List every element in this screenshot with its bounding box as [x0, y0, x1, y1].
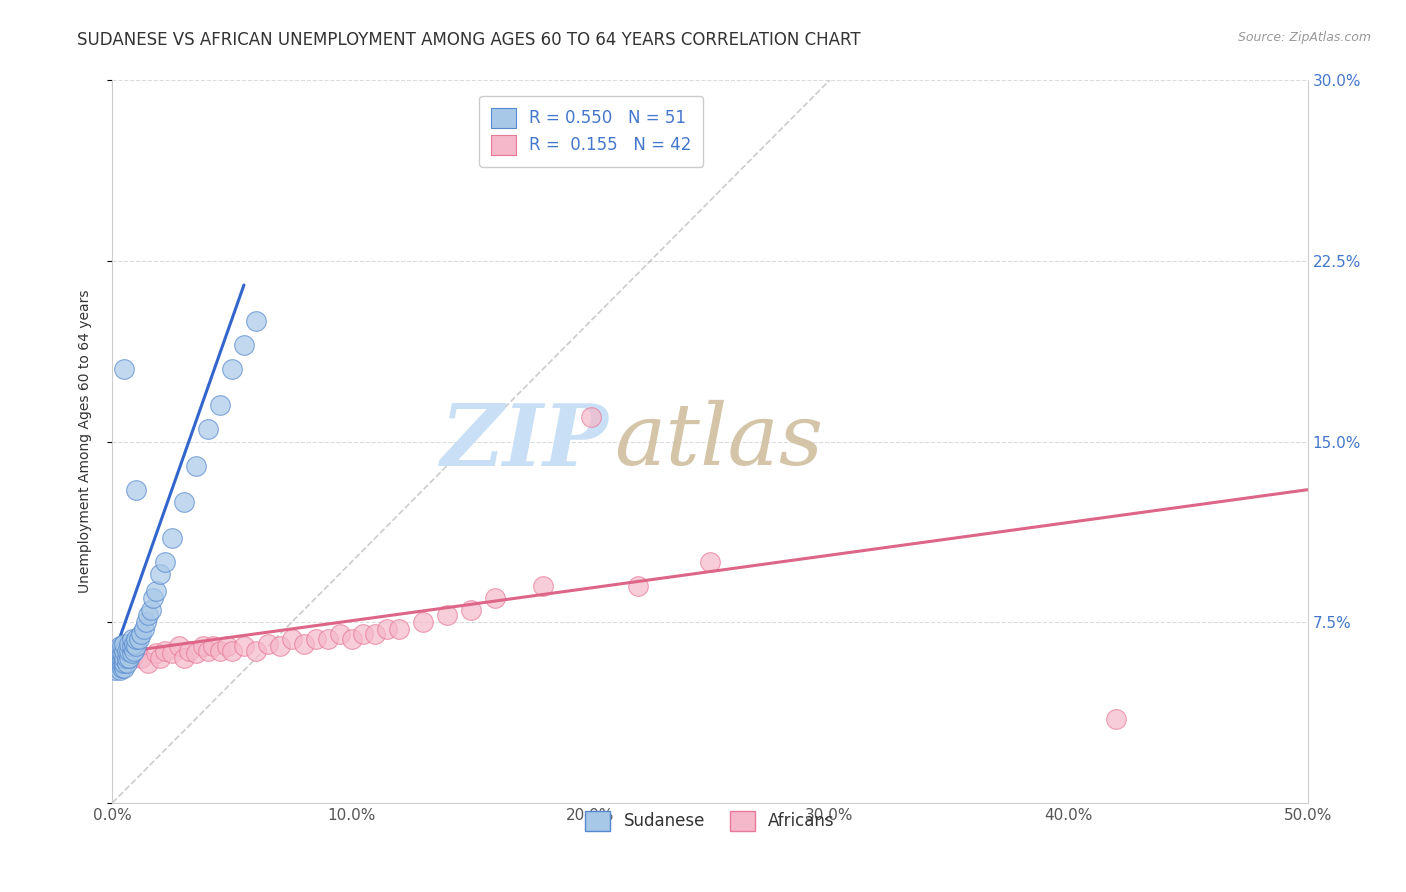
Point: [138, 607, 160, 622]
Point: [627, 579, 650, 593]
Point: [209, 644, 232, 658]
Point: [436, 607, 458, 622]
Point: [114, 651, 135, 665]
Point: [115, 656, 138, 670]
Point: [122, 644, 145, 658]
Point: [245, 644, 267, 658]
Text: SUDANESE VS AFRICAN UNEMPLOYMENT AMONG AGES 60 TO 64 YEARS CORRELATION CHART: SUDANESE VS AFRICAN UNEMPLOYMENT AMONG A…: [77, 31, 860, 49]
Point: [121, 647, 143, 661]
Point: [114, 362, 135, 376]
Point: [128, 632, 150, 646]
Point: [245, 314, 267, 328]
Point: [201, 639, 224, 653]
Point: [115, 644, 138, 658]
Point: [233, 338, 256, 352]
Point: [1105, 712, 1128, 726]
Point: [108, 656, 131, 670]
Point: [111, 651, 134, 665]
Point: [121, 632, 143, 646]
Point: [197, 422, 219, 436]
Point: [145, 583, 167, 598]
Point: [153, 555, 176, 569]
Y-axis label: Unemployment Among Ages 60 to 64 years: Unemployment Among Ages 60 to 64 years: [77, 290, 91, 593]
Point: [412, 615, 434, 630]
Point: [125, 632, 148, 646]
Point: [460, 603, 482, 617]
Point: [177, 644, 200, 658]
Point: [149, 651, 172, 665]
Point: [209, 398, 232, 412]
Point: [129, 651, 152, 665]
Point: [114, 661, 135, 675]
Point: [579, 410, 602, 425]
Text: atlas: atlas: [614, 401, 824, 483]
Point: [197, 644, 219, 658]
Point: [364, 627, 387, 641]
Point: [138, 656, 160, 670]
Point: [132, 623, 155, 637]
Point: [169, 639, 191, 653]
Point: [292, 637, 315, 651]
Point: [305, 632, 328, 646]
Point: [111, 661, 134, 675]
Point: [121, 639, 143, 653]
Point: [377, 623, 399, 637]
Point: [388, 623, 411, 637]
Point: [269, 639, 291, 653]
Point: [104, 664, 127, 678]
Point: [115, 651, 138, 665]
Point: [162, 531, 183, 545]
Point: [122, 637, 145, 651]
Point: [105, 656, 128, 670]
Point: [173, 651, 195, 665]
Point: [149, 567, 172, 582]
Point: [114, 656, 135, 670]
Point: [699, 555, 721, 569]
Point: [129, 627, 152, 641]
Point: [352, 627, 374, 641]
Point: [162, 647, 183, 661]
Point: [121, 651, 143, 665]
Point: [125, 639, 148, 653]
Point: [145, 647, 167, 661]
Point: [531, 579, 554, 593]
Text: Source: ZipAtlas.com: Source: ZipAtlas.com: [1237, 31, 1371, 45]
Point: [108, 664, 131, 678]
Point: [108, 651, 131, 665]
Point: [118, 651, 141, 665]
Point: [105, 651, 128, 665]
Point: [173, 494, 195, 508]
Point: [108, 639, 131, 653]
Point: [114, 644, 135, 658]
Point: [111, 656, 134, 670]
Point: [217, 639, 239, 653]
Point: [118, 637, 141, 651]
Text: ZIP: ZIP: [440, 400, 609, 483]
Point: [193, 639, 215, 653]
Legend: Sudanese, Africans: Sudanese, Africans: [578, 805, 842, 838]
Point: [186, 458, 208, 473]
Point: [111, 647, 134, 661]
Point: [281, 632, 304, 646]
Point: [233, 639, 256, 653]
Point: [108, 647, 131, 661]
Point: [221, 362, 243, 376]
Point: [340, 632, 363, 646]
Point: [186, 647, 208, 661]
Point: [111, 639, 134, 653]
Point: [329, 627, 352, 641]
Point: [114, 656, 135, 670]
Point: [142, 591, 165, 605]
Point: [139, 603, 162, 617]
Point: [114, 637, 135, 651]
Point: [125, 647, 148, 661]
Point: [316, 632, 339, 646]
Point: [153, 644, 176, 658]
Point: [118, 644, 141, 658]
Point: [257, 637, 280, 651]
Point: [221, 644, 243, 658]
Point: [125, 483, 148, 497]
Point: [135, 615, 157, 630]
Point: [484, 591, 506, 605]
